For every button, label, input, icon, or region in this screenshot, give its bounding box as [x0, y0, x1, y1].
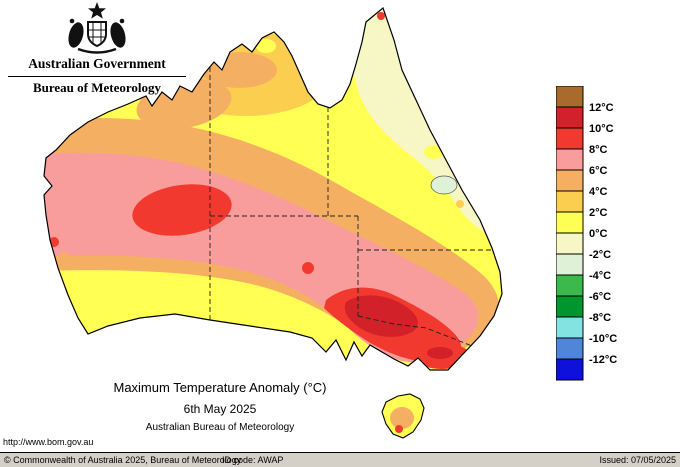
- legend-swatch: [555, 337, 584, 360]
- legend-label: 12°C: [589, 102, 614, 114]
- legend-swatch: [555, 127, 584, 150]
- legend-label: -2°C: [589, 249, 611, 261]
- legend-swatch: [555, 106, 584, 129]
- map-area: [14, 4, 554, 459]
- region-west-coast-orange-spot: [60, 252, 68, 260]
- legend-swatch: [555, 148, 584, 171]
- legend-swatch: [555, 85, 584, 108]
- legend-swatch: [555, 253, 584, 276]
- tasmania-coastline: [381, 393, 425, 439]
- legend-swatch: [555, 211, 584, 234]
- bom-url: http://www.bom.gov.au: [3, 437, 94, 447]
- region-victoria-darkred: [427, 347, 453, 359]
- legend-label: -6°C: [589, 291, 611, 303]
- footer-bar: © Commonwealth of Australia 2025, Bureau…: [0, 452, 680, 467]
- legend-swatch: [555, 274, 584, 297]
- copyright-text: © Commonwealth of Australia 2025, Bureau…: [4, 455, 242, 465]
- scroll-banner-icon: [77, 47, 117, 54]
- region-darkred-core: [344, 295, 418, 337]
- bureau-label: Bureau of Meteorology: [32, 80, 162, 95]
- legend-swatch: [555, 295, 584, 318]
- legend-label: 4°C: [589, 186, 608, 198]
- legend-label: -10°C: [589, 333, 617, 345]
- legend-swatch: [555, 169, 584, 192]
- map-date: 6th May 2025: [183, 402, 257, 416]
- region-tas-red-spot: [395, 425, 403, 433]
- header-divider: [8, 76, 186, 77]
- region-qld-orange-spot: [456, 200, 464, 208]
- legend-label: 8°C: [589, 144, 608, 156]
- issued-text: Issued: 07/05/2025: [599, 455, 676, 465]
- legend-label: 0°C: [589, 228, 608, 240]
- legend-label: -4°C: [589, 270, 611, 282]
- government-label: Australian Government: [28, 56, 166, 71]
- emu-icon: [110, 22, 126, 48]
- region-tas-orange: [390, 407, 414, 429]
- legend-label: 2°C: [589, 207, 608, 219]
- region-central-red-spot: [302, 262, 314, 274]
- legend-label: -12°C: [589, 354, 617, 366]
- kangaroo-icon: [68, 22, 84, 48]
- legend-label: -8°C: [589, 312, 611, 324]
- legend-label: 6°C: [589, 165, 608, 177]
- legend-swatch: [555, 358, 584, 381]
- australia-anomaly-map: [43, 6, 503, 439]
- region-wa-red: [132, 184, 232, 236]
- id-code-text: ID code: AWAP: [222, 455, 284, 465]
- region-capeyork-red-spot: [377, 12, 385, 20]
- legend-swatch: [555, 316, 584, 339]
- shield-quarter-lines: [88, 23, 106, 43]
- legend-swatch: [555, 232, 584, 255]
- map-title: Maximum Temperature Anomaly (°C): [113, 380, 327, 395]
- border-nsw-vic: [357, 315, 473, 347]
- region-topend-yellow-spot: [256, 39, 276, 53]
- region-gulf-golden-spot: [291, 84, 309, 96]
- mainland-coastline: [43, 6, 503, 371]
- coat-of-arms-icon: [68, 2, 126, 54]
- crest-star-icon: [88, 2, 106, 19]
- emu-head-icon: [119, 18, 125, 24]
- state-borders: [209, 67, 492, 347]
- region-pilbara-orange-spot: [91, 146, 99, 154]
- legend: 12°C 10°C 8°C 6°C 4°C 2°C 0°C -2°C -4°C …: [555, 85, 666, 391]
- legend-swatch: [555, 190, 584, 213]
- legend-label: 10°C: [589, 123, 614, 135]
- tasmania-regions: [390, 407, 414, 433]
- map-captions: Maximum Temperature Anomaly (°C) 6th May…: [40, 380, 400, 433]
- region-qld-green-spot: [430, 175, 458, 195]
- legend-scale: 12°C 10°C 8°C 6°C 4°C 2°C 0°C -2°C -4°C …: [555, 85, 617, 381]
- agency-header: Australian Government Bureau of Meteorol…: [8, 2, 186, 96]
- map-source: Australian Bureau of Meteorology: [145, 422, 295, 433]
- region-qld-yellow-spot: [424, 145, 444, 159]
- kangaroo-head-icon: [69, 18, 75, 24]
